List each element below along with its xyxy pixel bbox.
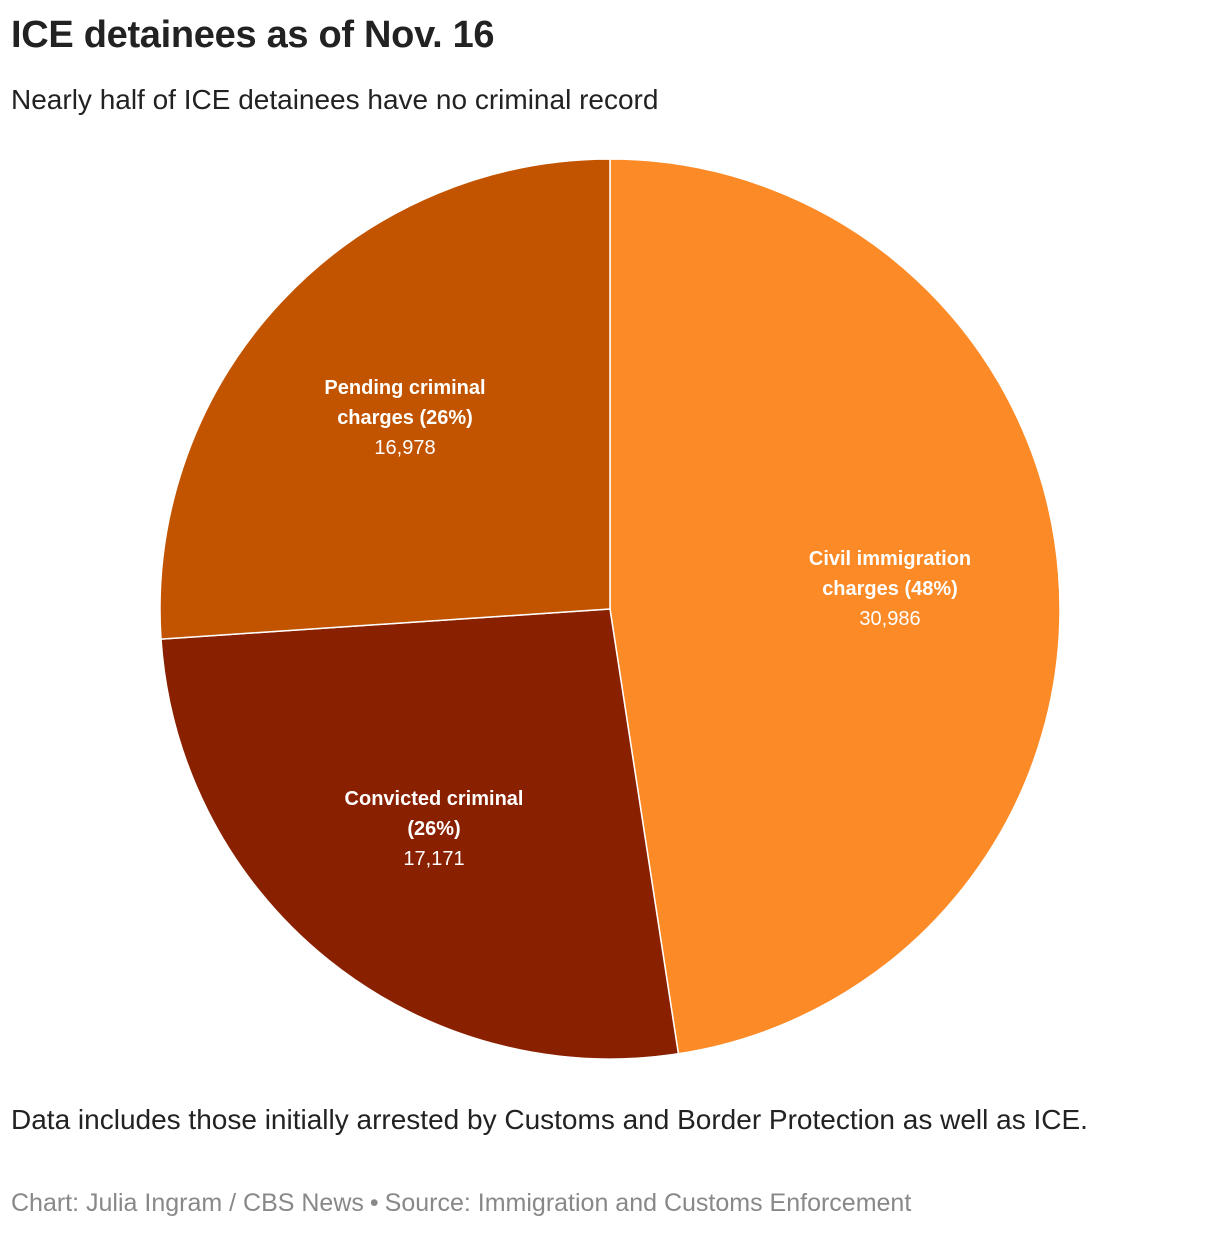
pie-slice <box>609 158 1061 1055</box>
slice-label-line1: Pending criminal <box>324 377 485 399</box>
pie-slice <box>160 608 680 1060</box>
slice-value: 17,171 <box>403 848 464 870</box>
slice-label-line1: Convicted criminal <box>345 788 524 810</box>
chart-note: Data includes those initially arrested b… <box>11 1104 1088 1135</box>
slice-label-line2: charges (48%) <box>822 578 958 600</box>
credit-separator: • <box>369 1189 379 1217</box>
credit-source: Source: Immigration and Customs Enforcem… <box>384 1189 912 1217</box>
slice-label-convicted: Convicted criminal (26%) 17,171 <box>345 788 524 870</box>
slice-value: 30,986 <box>859 608 920 630</box>
chart-title: ICE detainees as of Nov. 16 <box>11 14 495 56</box>
slice-label-pending: Pending criminal charges (26%) 16,978 <box>324 377 485 459</box>
slice-label-line2: charges (26%) <box>337 407 473 429</box>
chart-subtitle: Nearly half of ICE detainees have no cri… <box>11 84 659 115</box>
slice-value: 16,978 <box>374 437 435 459</box>
slice-label-line2: (26%) <box>407 818 460 840</box>
pie-slice <box>159 158 611 640</box>
slice-label-civil: Civil immigration charges (48%) 30,986 <box>809 548 971 630</box>
pie-slices <box>159 158 1061 1060</box>
credit-author: Chart: Julia Ingram / CBS News <box>11 1189 364 1217</box>
chart-credit: Chart: Julia Ingram / CBS News • Source: I… <box>11 1189 911 1218</box>
pie-chart: Civil immigration charges (48%) 30,986 C… <box>159 158 1061 1060</box>
slice-label-line1: Civil immigration <box>809 548 971 570</box>
